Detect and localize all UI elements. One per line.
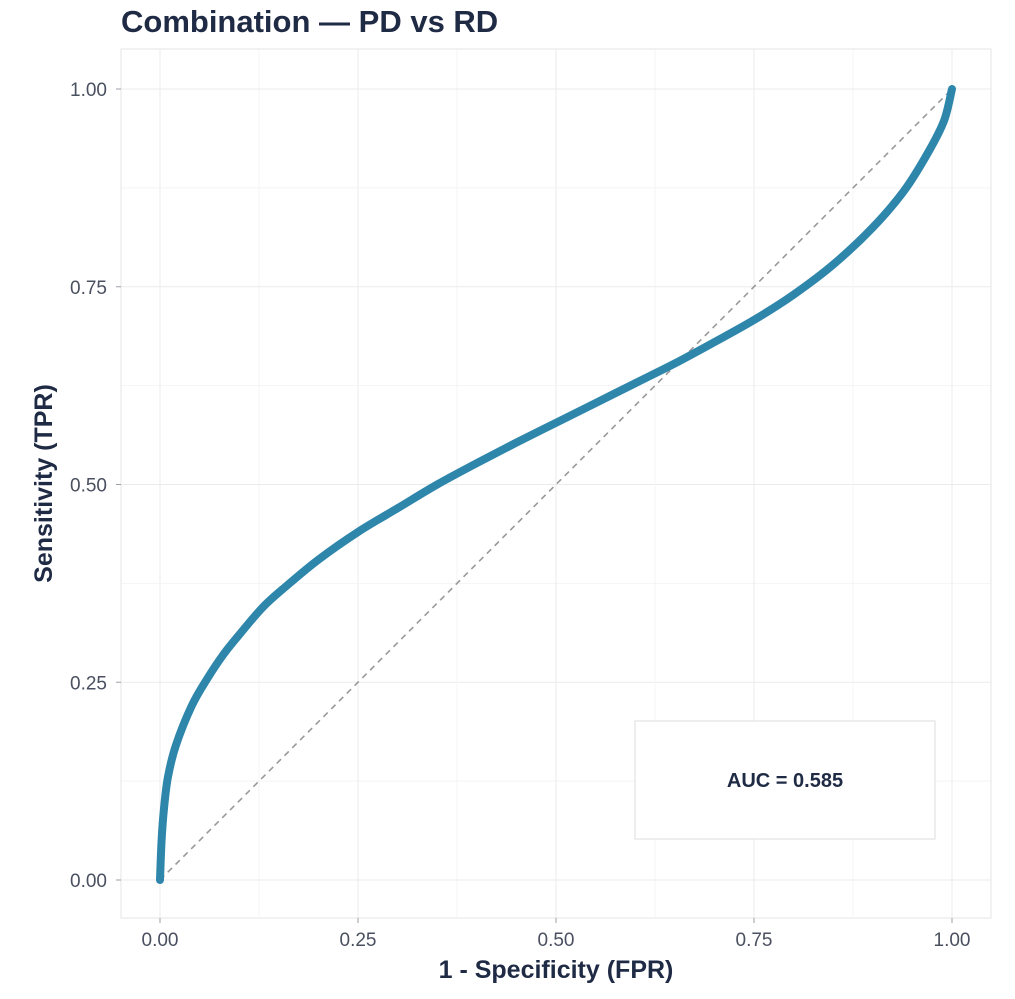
x-tick-label: 1.00 [934, 930, 971, 951]
y-tick-label: 1.00 [70, 80, 107, 101]
chart-title: Combination — PD vs RD [121, 4, 499, 39]
x-tick-label: 0.50 [538, 930, 575, 951]
auc-annotation: AUC = 0.585 [727, 770, 843, 792]
roc-curve-line [156, 85, 956, 884]
x-tick-label: 0.25 [340, 930, 377, 951]
y-tick-label: 0.25 [70, 673, 107, 694]
x-axis-title: 1 - Specificity (FPR) [439, 956, 674, 984]
y-tick-label: 0.00 [70, 871, 107, 892]
auc-annotation-box [634, 720, 936, 840]
y-tick-label: 0.50 [70, 476, 107, 497]
x-tick-label: 0.00 [142, 930, 179, 951]
x-tick-label: 0.75 [736, 930, 773, 951]
y-tick-label: 0.75 [70, 278, 107, 299]
axis-ticks: 0.00 0.25 0.50 0.75 1.00 0.00 0.25 0.50 0.75 1.00 [70, 80, 970, 951]
y-axis-title: Sensitivity (TPR) [30, 384, 58, 583]
